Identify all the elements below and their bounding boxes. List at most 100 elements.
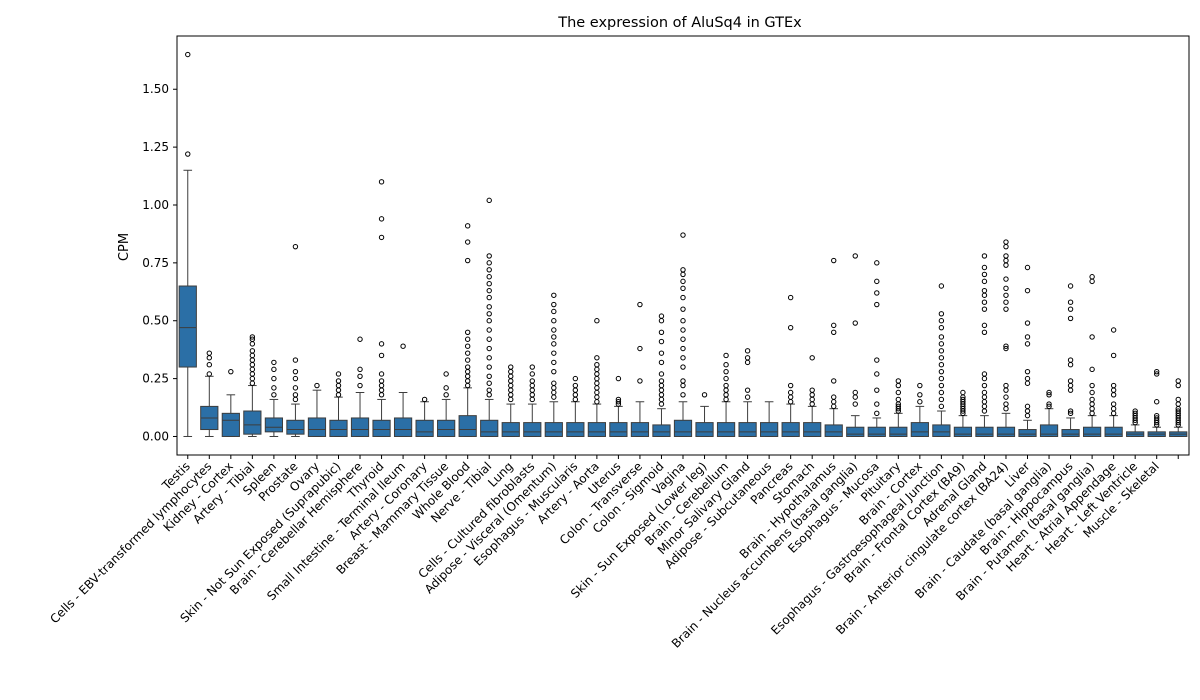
outlier-point: [1024, 368, 1031, 375]
outlier-point: [1003, 299, 1009, 305]
outlier-point: [917, 399, 923, 405]
outlier-point: [831, 329, 837, 336]
outlier-point: [486, 294, 492, 301]
outlier-point: [1024, 341, 1031, 347]
box-group: [1147, 368, 1166, 437]
outlier-point: [1067, 410, 1074, 417]
outlier-point: [658, 378, 665, 384]
outlier-point: [658, 329, 665, 336]
box-group: [889, 378, 908, 437]
outlier-point: [1089, 278, 1095, 285]
outlier-point: [787, 294, 794, 301]
plot-area: [178, 51, 1188, 437]
outlier-point: [680, 294, 686, 301]
box-group: [501, 364, 520, 437]
outlier-point: [874, 260, 880, 266]
box-group: [329, 371, 348, 437]
outlier-point: [981, 306, 988, 312]
outlier-point: [615, 375, 622, 382]
outlier-point: [1003, 292, 1009, 298]
box-iqr: [415, 419, 434, 437]
outlier-point: [572, 392, 579, 398]
outlier-point: [1175, 382, 1181, 389]
outlier-point: [938, 348, 945, 354]
outlier-point: [1067, 299, 1074, 305]
outlier-point: [486, 373, 492, 379]
outlier-point: [1067, 362, 1074, 368]
outlier-point: [809, 392, 815, 398]
outlier-point: [292, 396, 299, 403]
outlier-point: [680, 378, 686, 384]
outlier-point: [658, 350, 665, 356]
outlier-point: [572, 375, 579, 382]
box-iqr: [609, 422, 628, 437]
outlier-point: [486, 197, 492, 204]
outlier-point: [594, 389, 600, 396]
outlier-point: [508, 382, 514, 389]
outlier-point: [680, 267, 686, 273]
outlier-point: [1089, 410, 1095, 417]
outlier-point: [938, 403, 945, 410]
outlier-point: [658, 396, 665, 403]
y-tick-label: 1.50: [142, 82, 169, 96]
outlier-point: [249, 375, 256, 382]
outlier-point: [874, 290, 880, 296]
outlier-point: [1175, 408, 1181, 414]
outlier-point: [292, 243, 299, 250]
y-tick-label: 0.00: [142, 429, 169, 443]
outlier-point: [615, 396, 622, 403]
box-iqr: [652, 424, 671, 437]
outlier-point: [680, 355, 686, 361]
outlier-point: [551, 389, 557, 396]
outlier-point: [852, 401, 858, 407]
outlier-point: [1067, 382, 1074, 389]
outlier-point: [874, 278, 880, 285]
box-iqr: [932, 424, 951, 437]
outlier-point: [723, 392, 729, 398]
outlier-point: [1067, 357, 1074, 363]
box-iqr: [910, 422, 929, 437]
outlier-point: [464, 329, 471, 336]
box-iqr: [1018, 429, 1037, 437]
outlier-point: [1024, 403, 1031, 410]
box-group: [867, 260, 886, 437]
outlier-point: [680, 364, 686, 370]
box-group: [544, 292, 563, 437]
outlier-point: [981, 403, 988, 410]
outlier-point: [831, 394, 837, 400]
outlier-point: [486, 280, 492, 287]
outlier-point: [938, 389, 945, 396]
outlier-point: [615, 399, 622, 405]
outlier-point: [680, 285, 686, 292]
outlier-point: [960, 389, 966, 396]
box-iqr: [953, 426, 973, 437]
box-group: [264, 359, 284, 437]
outlier-point: [551, 308, 557, 315]
outlier-point: [852, 253, 858, 259]
outlier-point: [680, 306, 686, 312]
box-iqr: [437, 419, 456, 437]
outlier-point: [594, 385, 600, 391]
outlier-point: [249, 380, 256, 386]
outlier-point: [486, 318, 492, 324]
outlier-point: [1132, 408, 1138, 414]
outlier-point: [723, 382, 729, 389]
outlier-point: [464, 343, 471, 349]
outlier-point: [378, 382, 385, 389]
box-iqr: [480, 419, 499, 437]
box-iqr: [1104, 426, 1123, 437]
outlier-point: [443, 371, 449, 377]
outlier-point: [1067, 408, 1074, 414]
outlier-point: [658, 382, 665, 389]
outlier-point: [831, 378, 837, 384]
outlier-point: [1067, 315, 1074, 322]
outlier-point: [1003, 243, 1009, 250]
outlier-point: [249, 362, 256, 368]
outlier-point: [1003, 253, 1009, 259]
outlier-point: [529, 371, 535, 377]
outlier-point: [874, 387, 880, 393]
box-group: [1082, 274, 1102, 437]
box-iqr: [544, 422, 563, 437]
